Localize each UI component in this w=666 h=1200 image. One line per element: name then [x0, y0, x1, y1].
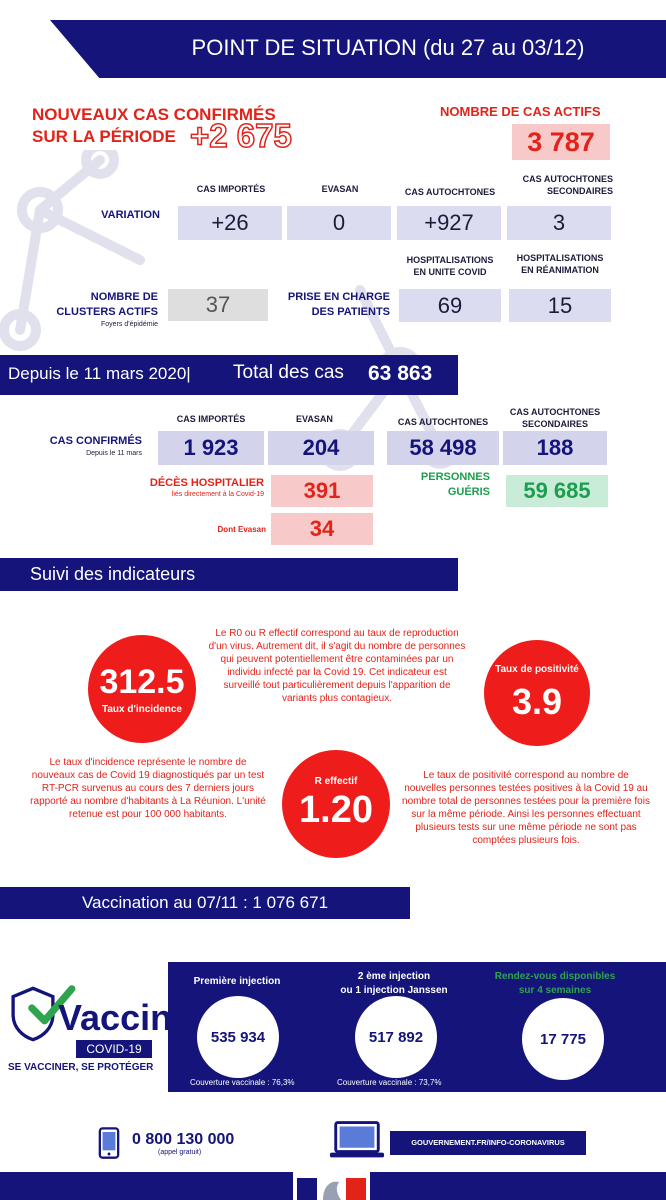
positivity-value: 3.9	[511, 680, 563, 722]
hosp-covid-label: HOSPITALISATIONS EN UNITE COVID	[406, 255, 494, 278]
gueris-value: 59 685	[506, 475, 608, 507]
prise-en-charge-label: PRISE EN CHARGE DES PATIENTS	[287, 291, 390, 318]
shield-icon	[11, 986, 55, 1042]
total-col-secondaires-label: CAS AUTOCHTONES SECONDAIRES	[509, 407, 601, 430]
clusters-label: NOMBRE DE CLUSTERS ACTIFS Foyers d'épidé…	[56, 291, 158, 328]
r-label: R effectif	[314, 776, 358, 787]
variation-autochtones: +927	[397, 206, 501, 240]
dont-evasan-value: 34	[271, 513, 373, 545]
active-cases-label: NOMBRE DE CAS ACTIFS	[440, 104, 601, 119]
second-injection-value: 517 892	[355, 996, 437, 1078]
website-link[interactable]: GOUVERNEMENT.FR/INFO-CORONAVIRUS	[390, 1131, 586, 1155]
hosp-covid-value: 69	[399, 289, 501, 322]
variation-label: VARIATION	[101, 209, 160, 221]
variation-imported: +26	[178, 206, 282, 240]
marianne-logo	[293, 1172, 370, 1200]
rdv-label: Rendez-vous disponibles sur 4 semaines	[494, 971, 616, 996]
incidence-label: Taux d'incidence	[102, 704, 182, 715]
confirmed-label: CAS CONFIRMÉS Depuis le 11 mars	[49, 435, 142, 457]
deces-value: 391	[271, 475, 373, 507]
first-coverage: Couverture vaccinale : 76,3%	[190, 1078, 295, 1087]
total-col-evasan-label: EVASAN	[296, 414, 333, 424]
col-evasan-label: EVASAN	[321, 184, 359, 194]
vaccin-logo-word: Vaccin	[58, 997, 173, 1038]
variation-secondaires: 3	[507, 206, 611, 240]
total-value: 63 863	[368, 362, 433, 385]
variation-evasan: 0	[287, 206, 391, 240]
vaccination-bar	[0, 887, 410, 919]
vaccin-logo-tagline: SE VACCINER, SE PROTÉGER	[8, 1062, 154, 1073]
phone-number: 0 800 130 000	[132, 1131, 235, 1148]
total-secondaires-value: 188	[503, 431, 607, 465]
hosp-rea-value: 15	[509, 289, 611, 322]
total-col-imported-label: CAS IMPORTÉS	[176, 414, 246, 424]
total-autochtones-value: 58 498	[387, 431, 499, 465]
positivity-text: Le taux de positivité correspond au nomb…	[402, 770, 650, 846]
total-imported-value: 1 923	[158, 431, 264, 465]
phone-sub: (appel gratuit)	[158, 1149, 202, 1156]
first-injection-value: 535 934	[197, 996, 279, 1078]
r-circle: R effectif 1.20	[282, 750, 390, 858]
second-injection-label: 2 ème injection ou 1 injection Janssen	[340, 971, 448, 996]
total-bar	[0, 355, 458, 395]
gueris-label: PERSONNES GUÉRIS	[420, 471, 490, 498]
second-coverage: Couverture vaccinale : 73,7%	[337, 1078, 442, 1087]
vaccination-title: Vaccination au 07/11 : 1 076 671	[81, 893, 329, 912]
new-cases-label: NOUVEAUX CAS CONFIRMÉS SUR LA PÉRIODE	[32, 105, 276, 147]
indicators-bar	[0, 558, 458, 591]
hosp-rea-label: HOSPITALISATIONS EN RÉANIMATION	[516, 253, 604, 276]
page-title: POINT DE SITUATION (du 27 au 03/12)	[191, 35, 585, 60]
header-bar	[50, 20, 666, 78]
laptop-icon	[329, 1121, 385, 1158]
positivity-circle: Taux de positivité 3.9	[484, 640, 590, 746]
dont-evasan-label: Dont Evasan	[217, 525, 266, 534]
col-secondaires-label: CAS AUTOCHTONES SECONDAIRES	[522, 174, 613, 197]
total-label: Total des cas	[233, 362, 344, 383]
marianne-icon	[297, 1178, 366, 1200]
incidence-text: Le taux d'incidence représente le nombre…	[30, 757, 266, 820]
col-imported-label: CAS IMPORTÉS	[196, 184, 266, 194]
deces-label: DÉCÈS HOSPITALIER liés directement à la …	[149, 477, 264, 499]
checkmark-icon	[28, 985, 76, 1025]
clusters-value: 37	[168, 289, 268, 321]
incidence-value: 312.5	[99, 663, 185, 701]
rdv-value: 17 775	[522, 998, 604, 1080]
active-cases-value: 3 787	[512, 124, 610, 160]
total-col-autochtones-label: CAS AUTOCHTONES	[397, 417, 489, 427]
r-value: 1.20	[299, 789, 373, 831]
indicators-title: Suivi des indicateurs	[30, 564, 196, 584]
first-injection-label: Première injection	[193, 976, 281, 987]
col-autochtones-label: CAS AUTOCHTONES	[404, 187, 496, 197]
total-evasan-value: 204	[268, 431, 374, 465]
positivity-label: Taux de positivité	[495, 663, 579, 675]
new-cases-value: +2 675	[189, 116, 292, 155]
r-text: Le R0 ou R effectif correspond au taux d…	[208, 628, 466, 704]
since-label: Depuis le 11 mars 2020|	[8, 364, 191, 383]
incidence-circle: 312.5 Taux d'incidence	[88, 635, 196, 743]
vaccin-logo-badge: COVID-19	[76, 1040, 152, 1058]
phone-icon	[98, 1127, 120, 1159]
